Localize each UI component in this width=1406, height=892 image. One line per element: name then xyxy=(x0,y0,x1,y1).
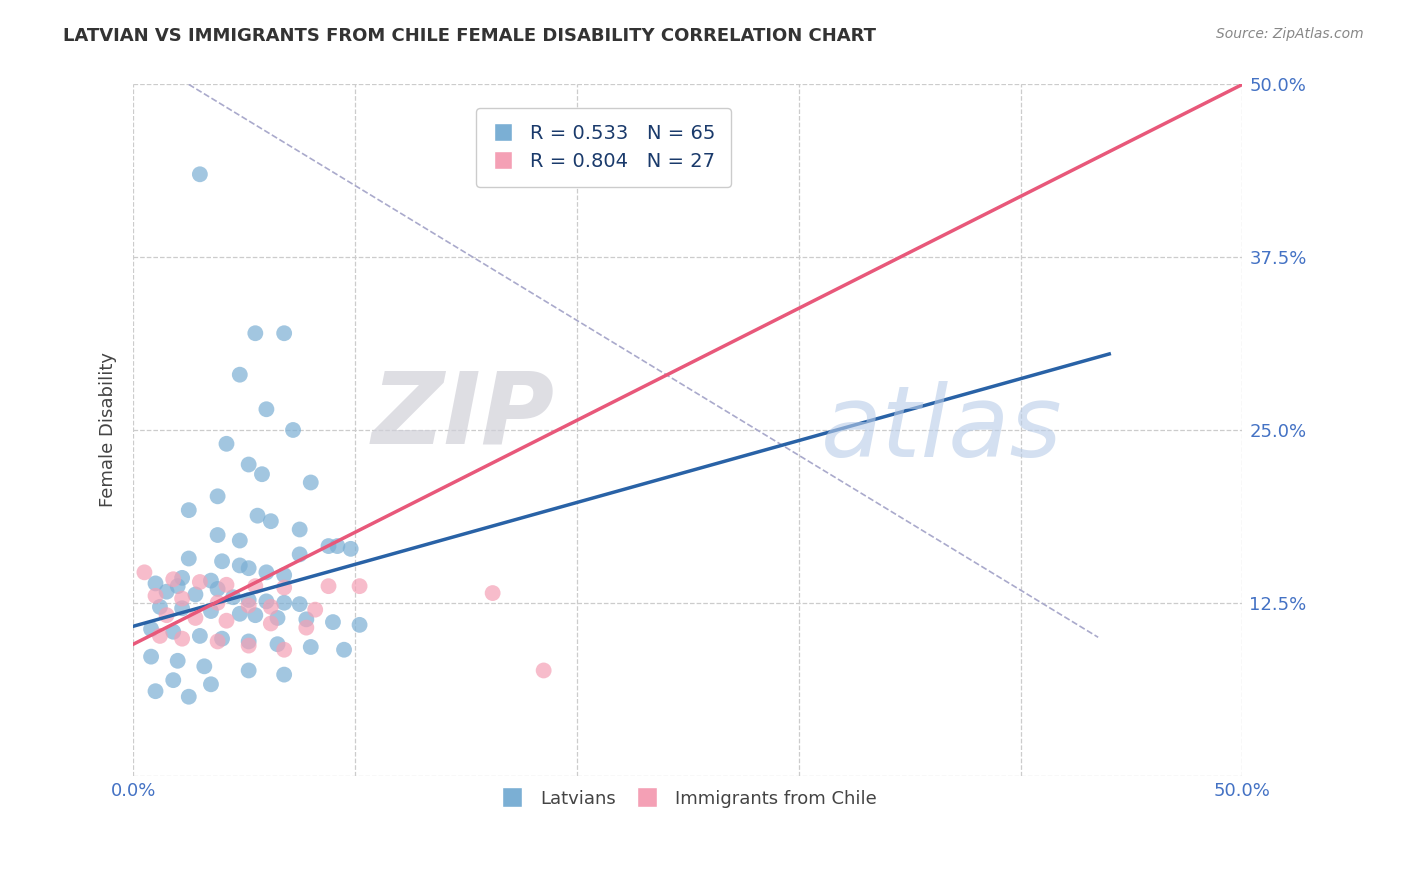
Point xyxy=(145,576,167,591)
Point xyxy=(250,467,273,482)
Point xyxy=(254,402,277,417)
Point xyxy=(184,587,207,601)
Point xyxy=(139,649,162,664)
Point xyxy=(145,684,167,698)
Point xyxy=(273,326,295,341)
Point xyxy=(318,539,340,553)
Point xyxy=(149,629,172,643)
Point xyxy=(273,596,295,610)
Point xyxy=(246,508,269,523)
Point xyxy=(238,599,260,613)
Point xyxy=(238,639,260,653)
Point xyxy=(299,475,322,490)
Point xyxy=(177,551,200,566)
Point xyxy=(326,539,349,553)
Point xyxy=(288,547,311,561)
Point xyxy=(266,637,288,651)
Point xyxy=(188,167,211,181)
Point xyxy=(177,690,200,704)
Point xyxy=(162,624,184,639)
Point xyxy=(238,664,260,678)
Point xyxy=(229,533,252,548)
Point xyxy=(533,664,555,678)
Point xyxy=(333,642,356,657)
Point xyxy=(304,602,326,616)
Legend: Latvians, Immigrants from Chile: Latvians, Immigrants from Chile xyxy=(491,782,884,815)
Text: ZIP: ZIP xyxy=(371,368,555,465)
Point xyxy=(281,423,304,437)
Point xyxy=(200,677,222,691)
Point xyxy=(288,597,311,611)
Point xyxy=(254,594,277,608)
Point xyxy=(229,368,252,382)
Point xyxy=(229,558,252,573)
Point xyxy=(295,612,318,626)
Point xyxy=(339,541,361,556)
Point xyxy=(211,632,233,646)
Point xyxy=(172,591,194,606)
Point xyxy=(149,599,172,614)
Point xyxy=(238,561,260,575)
Text: Source: ZipAtlas.com: Source: ZipAtlas.com xyxy=(1216,27,1364,41)
Point xyxy=(222,591,245,605)
Point xyxy=(322,615,344,629)
Point xyxy=(273,568,295,582)
Point xyxy=(139,622,162,636)
Point xyxy=(349,618,371,632)
Point xyxy=(162,673,184,687)
Point xyxy=(207,582,229,596)
Point xyxy=(188,629,211,643)
Point xyxy=(260,616,283,631)
Point xyxy=(288,523,311,537)
Point xyxy=(238,458,260,472)
Point xyxy=(177,503,200,517)
Point xyxy=(211,554,233,568)
Point xyxy=(229,607,252,621)
Point xyxy=(215,437,238,451)
Point xyxy=(172,571,194,585)
Point xyxy=(215,614,238,628)
Point xyxy=(172,601,194,615)
Point xyxy=(207,596,229,610)
Point xyxy=(145,589,167,603)
Text: atlas: atlas xyxy=(821,382,1063,478)
Point xyxy=(273,667,295,681)
Point xyxy=(245,326,267,341)
Point xyxy=(134,566,156,580)
Point xyxy=(162,572,184,586)
Point xyxy=(238,593,260,607)
Point xyxy=(200,604,222,618)
Point xyxy=(200,574,222,588)
Point xyxy=(188,574,211,589)
Point xyxy=(238,634,260,648)
Point xyxy=(207,489,229,503)
Point xyxy=(184,611,207,625)
Text: LATVIAN VS IMMIGRANTS FROM CHILE FEMALE DISABILITY CORRELATION CHART: LATVIAN VS IMMIGRANTS FROM CHILE FEMALE … xyxy=(63,27,876,45)
Point xyxy=(260,599,283,614)
Point xyxy=(193,659,215,673)
Point xyxy=(266,611,288,625)
Point xyxy=(245,608,267,623)
Point xyxy=(155,608,177,623)
Point xyxy=(207,528,229,542)
Point xyxy=(166,579,188,593)
Point xyxy=(207,634,229,648)
Point xyxy=(273,642,295,657)
Point xyxy=(254,566,277,580)
Point xyxy=(349,579,371,593)
Point xyxy=(299,640,322,654)
Point xyxy=(295,621,318,635)
Point xyxy=(166,654,188,668)
Y-axis label: Female Disability: Female Disability xyxy=(100,352,117,508)
Point xyxy=(260,514,283,528)
Point xyxy=(273,581,295,595)
Point xyxy=(155,584,177,599)
Point xyxy=(215,578,238,592)
Point xyxy=(481,586,503,600)
Point xyxy=(318,579,340,593)
Point xyxy=(245,579,267,593)
Point xyxy=(172,632,194,646)
